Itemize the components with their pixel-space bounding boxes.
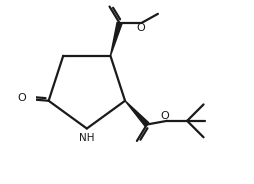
Text: O: O xyxy=(136,23,145,33)
Text: O: O xyxy=(18,93,26,103)
Polygon shape xyxy=(125,101,149,126)
Text: O: O xyxy=(160,111,169,121)
Polygon shape xyxy=(110,22,122,56)
Text: NH: NH xyxy=(79,133,94,143)
